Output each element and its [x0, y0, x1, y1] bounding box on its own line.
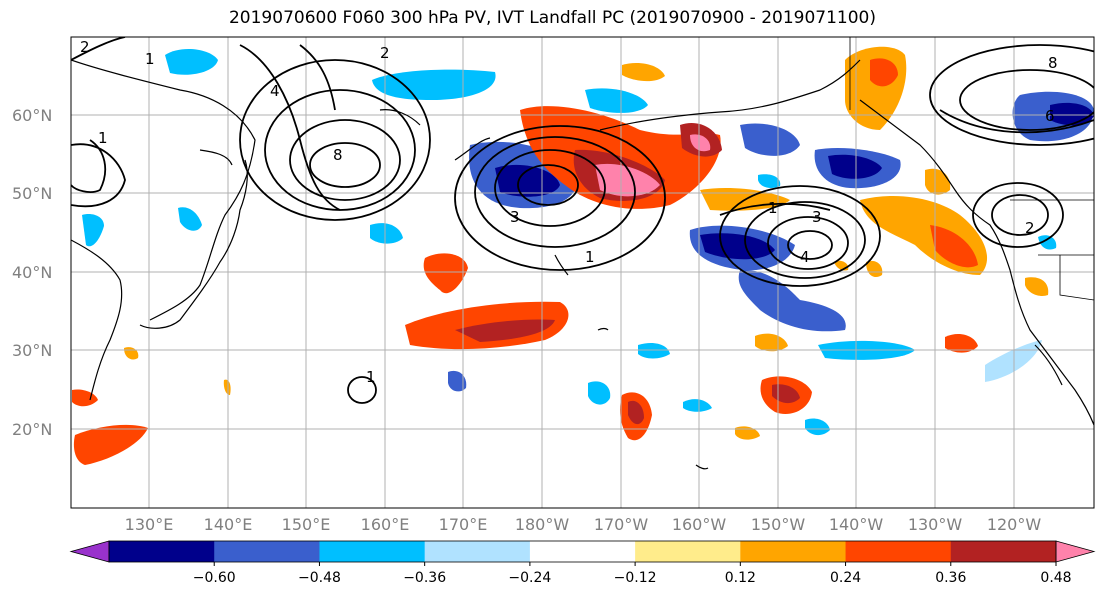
lat-tick: 30°N	[12, 341, 52, 360]
colorbar-extend-min	[69, 540, 110, 563]
lat-tick: 50°N	[12, 184, 52, 203]
political-borders	[849, 37, 1094, 301]
colorbar-tick-label: 0.36	[935, 570, 966, 586]
colorbar-tick-label: −0.24	[508, 570, 551, 586]
colorbar-segment	[214, 541, 320, 562]
map-title: 2019070600 F060 300 hPa PV, IVT Landfall…	[228, 8, 876, 28]
colorbar-tick-label: 0.24	[830, 570, 861, 586]
lat-tick: 40°N	[12, 263, 52, 282]
contour-label: 1	[145, 50, 155, 68]
colorbar-segment	[319, 541, 426, 562]
colorbar-tick-label: 0.48	[1040, 570, 1071, 586]
pv-shading	[72, 46, 1094, 465]
contour-label: 2	[80, 38, 90, 56]
contour-labels: 1 1 1 1 1 2 2 2 3 3 4 4 6 8 8	[80, 38, 1058, 386]
lon-tick: 180°W	[515, 515, 570, 534]
longitude-labels: 130°E 140°E 150°E 160°E 170°E 180°W 170°…	[125, 515, 1042, 534]
lon-tick: 140°E	[204, 515, 253, 534]
lon-tick: 170°W	[594, 515, 649, 534]
ivt-contours	[71, 37, 1094, 404]
contour-label: 1	[585, 248, 595, 266]
contour-label: 8	[1048, 54, 1058, 72]
contour-label: 4	[270, 82, 280, 100]
contour-label: 4	[800, 248, 810, 266]
contour-label: 3	[510, 208, 520, 226]
lon-tick: 130°W	[908, 515, 963, 534]
lon-tick: 140°W	[829, 515, 884, 534]
lon-tick: 130°E	[125, 515, 174, 534]
colorbar-tick-label: −0.12	[614, 570, 657, 586]
lon-tick: 120°W	[987, 515, 1042, 534]
map-frame	[70, 36, 1095, 509]
lon-tick: 160°W	[672, 515, 727, 534]
latitude-labels: 60°N 50°N 40°N 30°N 20°N	[12, 106, 52, 439]
lon-tick: 150°W	[751, 515, 806, 534]
contour-label: 8	[333, 146, 343, 164]
colorbar	[69, 540, 1096, 566]
colorbar-segment	[109, 541, 215, 562]
graticule	[71, 37, 1094, 508]
colorbar-segment	[740, 541, 847, 562]
colorbar-outline	[108, 540, 1057, 563]
lon-tick: 170°E	[439, 515, 488, 534]
lat-tick: 60°N	[12, 106, 52, 125]
contour-label: 1	[768, 199, 778, 217]
contour-label: 2	[380, 44, 390, 62]
colorbar-segment	[529, 541, 636, 562]
colorbar-tick-label: −0.36	[403, 570, 446, 586]
contour-label: 3	[812, 208, 822, 226]
colorbar-tick-label: 0.12	[725, 570, 756, 586]
contour-label: 1	[366, 368, 376, 386]
coastlines	[71, 59, 1094, 470]
colorbar-tick-label: −0.48	[298, 570, 341, 586]
lon-tick: 160°E	[361, 515, 410, 534]
colorbar-segment	[424, 541, 531, 562]
contour-label: 2	[1025, 219, 1035, 237]
colorbar-segment	[635, 541, 741, 562]
colorbar-segment	[950, 541, 1057, 562]
contour-label: 6	[1045, 107, 1055, 125]
colorbar-labels: −0.60 −0.48 −0.36 −0.24 −0.12 0.12 0.24 0.36 0.4…	[193, 570, 1072, 586]
contour-label: 1	[98, 129, 108, 147]
lat-tick: 20°N	[12, 420, 52, 439]
colorbar-extend-max	[1055, 540, 1096, 563]
lon-tick: 150°E	[282, 515, 331, 534]
colorbar-tick-label: −0.60	[193, 570, 236, 586]
colorbar-segment	[845, 541, 952, 562]
